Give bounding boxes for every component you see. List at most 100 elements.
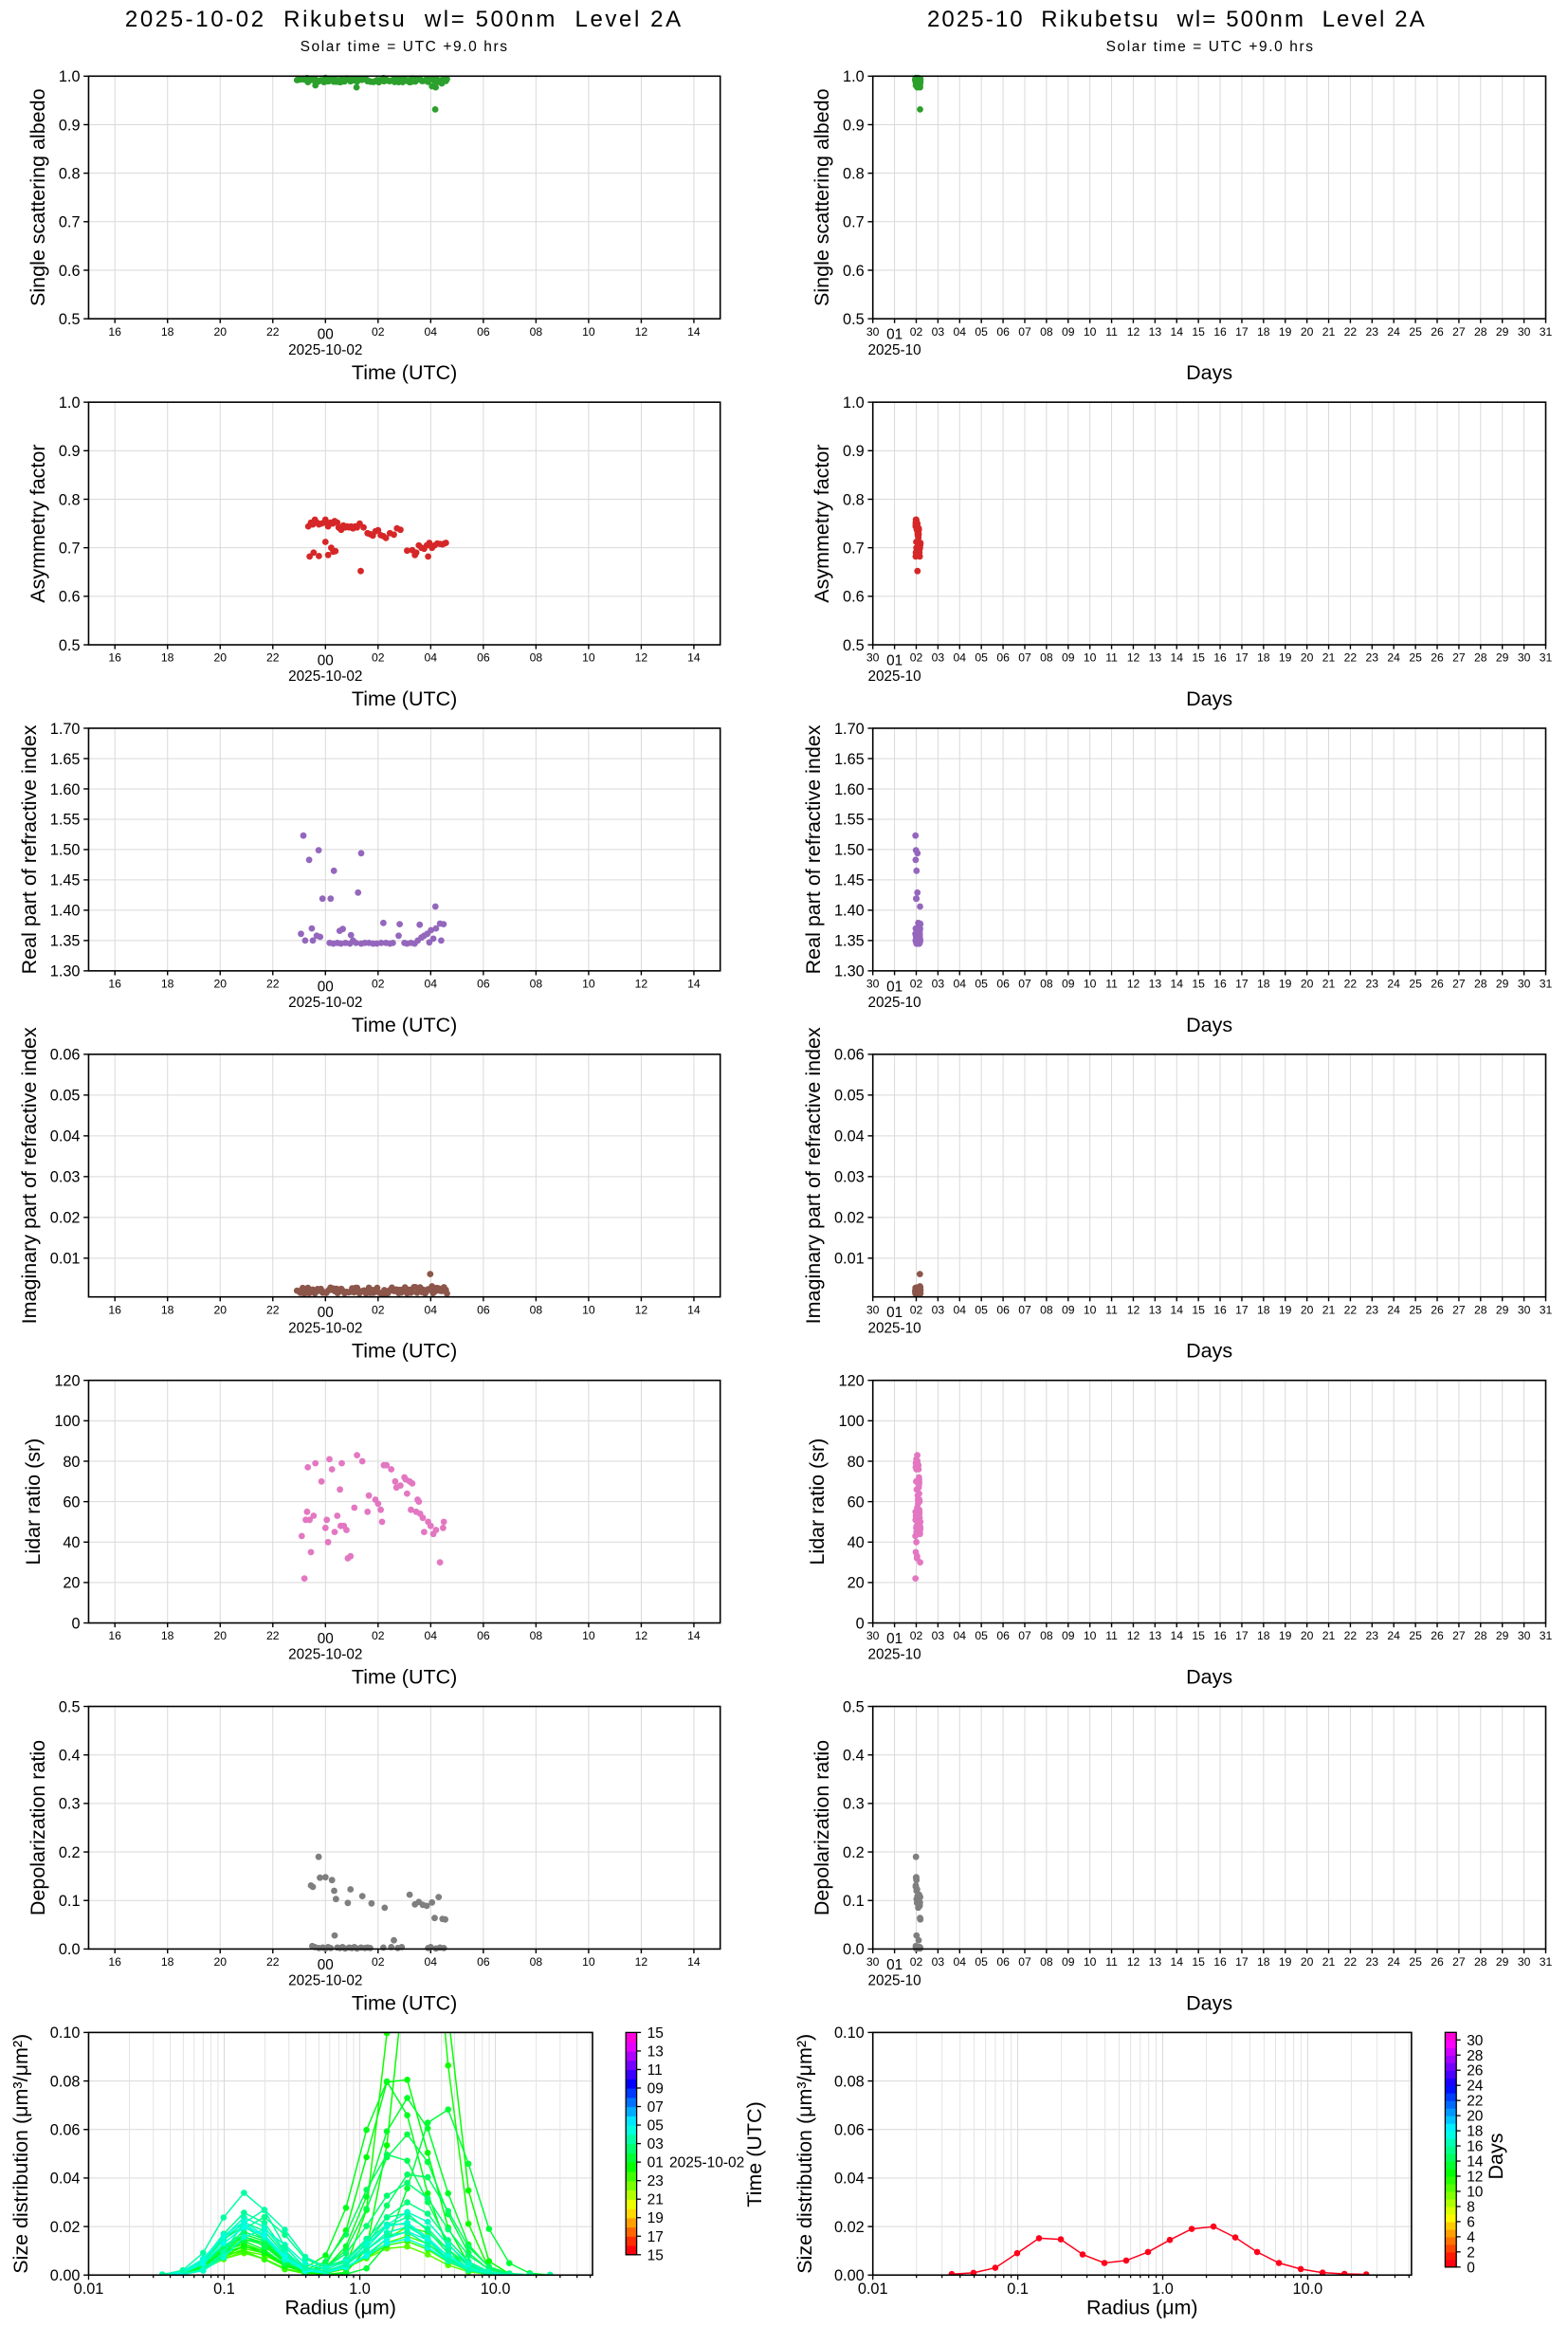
svg-text:1.0: 1.0	[1152, 2281, 1174, 2298]
svg-text:0.5: 0.5	[59, 637, 81, 654]
svg-text:20: 20	[214, 978, 228, 991]
svg-text:28: 28	[1474, 978, 1487, 991]
svg-text:12: 12	[635, 1629, 648, 1642]
svg-text:18: 18	[161, 325, 174, 339]
svg-text:2025-10-02: 2025-10-02	[288, 1972, 362, 1988]
svg-text:1.45: 1.45	[834, 872, 865, 889]
svg-text:0.02: 0.02	[50, 2219, 81, 2236]
svg-text:07: 07	[1018, 651, 1031, 665]
svg-text:22: 22	[266, 651, 280, 665]
svg-text:1.65: 1.65	[834, 751, 865, 768]
svg-text:1.0: 1.0	[843, 394, 865, 412]
svg-text:22: 22	[1344, 978, 1358, 991]
svg-text:1.50: 1.50	[50, 842, 81, 859]
svg-text:Time (UTC): Time (UTC)	[352, 1991, 457, 2014]
svg-text:0.9: 0.9	[59, 117, 81, 134]
svg-text:05: 05	[975, 1955, 988, 1969]
svg-text:0.06: 0.06	[834, 2122, 865, 2139]
svg-text:22: 22	[266, 978, 280, 991]
svg-text:0.5: 0.5	[843, 637, 865, 654]
svg-text:04: 04	[425, 325, 438, 339]
svg-text:01: 01	[886, 1631, 903, 1647]
svg-text:31: 31	[1540, 1629, 1553, 1642]
svg-text:26: 26	[1431, 325, 1444, 339]
svg-text:25: 25	[1409, 325, 1422, 339]
svg-text:03: 03	[932, 978, 945, 991]
svg-text:24: 24	[1387, 978, 1400, 991]
svg-text:18: 18	[1257, 978, 1270, 991]
svg-text:19: 19	[1279, 978, 1292, 991]
svg-text:Days: Days	[1186, 687, 1232, 710]
svg-text:0.8: 0.8	[843, 491, 865, 508]
svg-text:04: 04	[954, 1629, 967, 1642]
svg-text:20: 20	[1301, 978, 1314, 991]
svg-text:18: 18	[161, 1955, 174, 1969]
svg-text:1.0: 1.0	[59, 68, 81, 85]
svg-text:16: 16	[1213, 978, 1227, 991]
svg-text:10: 10	[1084, 1303, 1097, 1316]
svg-text:Single scattering albedo: Single scattering albedo	[27, 88, 49, 306]
svg-text:14: 14	[687, 1303, 701, 1316]
svg-text:Lidar ratio (sr): Lidar ratio (sr)	[22, 1438, 45, 1566]
svg-text:16: 16	[108, 978, 121, 991]
svg-text:20: 20	[1301, 1629, 1314, 1642]
svg-text:12: 12	[1127, 651, 1140, 665]
svg-text:24: 24	[1387, 325, 1400, 339]
svg-text:0.10: 0.10	[834, 2024, 865, 2042]
svg-text:08: 08	[1040, 1303, 1053, 1316]
svg-text:0.6: 0.6	[843, 263, 865, 280]
svg-text:12: 12	[635, 651, 648, 665]
svg-text:24: 24	[1467, 2079, 1484, 2095]
svg-text:14: 14	[1171, 325, 1184, 339]
svg-text:2025-10-02: 2025-10-02	[288, 1321, 362, 1337]
svg-text:30: 30	[1467, 2033, 1484, 2049]
svg-text:31: 31	[1540, 651, 1553, 665]
svg-text:12: 12	[1127, 978, 1140, 991]
svg-text:04: 04	[425, 1629, 438, 1642]
svg-text:0.5: 0.5	[843, 311, 865, 328]
svg-text:10: 10	[1084, 1955, 1097, 1969]
svg-text:10: 10	[1084, 651, 1097, 665]
svg-text:07: 07	[1018, 1955, 1031, 1969]
svg-text:03: 03	[932, 1629, 945, 1642]
svg-text:08: 08	[1040, 651, 1053, 665]
svg-text:05: 05	[975, 978, 988, 991]
svg-text:03: 03	[932, 1955, 945, 1969]
svg-text:29: 29	[1496, 1955, 1509, 1969]
svg-text:24: 24	[1387, 651, 1400, 665]
svg-text:Days: Days	[1186, 1340, 1232, 1363]
svg-text:2025-10: 2025-10	[868, 995, 921, 1011]
svg-text:29: 29	[1496, 325, 1509, 339]
svg-text:23: 23	[647, 2173, 664, 2189]
svg-text:0.02: 0.02	[50, 1210, 81, 1227]
svg-text:0.3: 0.3	[843, 1796, 865, 1813]
svg-text:17: 17	[1235, 651, 1249, 665]
svg-text:11: 11	[1105, 1629, 1118, 1642]
svg-text:31: 31	[1540, 1955, 1553, 1969]
svg-text:0.5: 0.5	[59, 1698, 81, 1715]
svg-text:Time (UTC): Time (UTC)	[352, 1666, 457, 1689]
svg-text:18: 18	[161, 978, 174, 991]
svg-text:11: 11	[1105, 325, 1118, 339]
svg-text:09: 09	[1062, 325, 1075, 339]
svg-text:02: 02	[372, 651, 385, 665]
svg-text:14: 14	[1467, 2154, 1484, 2171]
svg-text:0.2: 0.2	[843, 1844, 865, 1861]
svg-text:0.5: 0.5	[843, 1698, 865, 1715]
svg-text:06: 06	[996, 1955, 1010, 1969]
svg-text:0: 0	[856, 1615, 865, 1632]
svg-text:0.01: 0.01	[74, 2281, 104, 2298]
svg-text:21: 21	[1322, 1955, 1336, 1969]
svg-text:28: 28	[1474, 325, 1487, 339]
svg-text:10: 10	[1084, 1629, 1097, 1642]
svg-text:1.0: 1.0	[843, 68, 865, 85]
svg-text:14: 14	[1171, 1303, 1184, 1316]
svg-text:14: 14	[687, 978, 701, 991]
svg-text:22: 22	[266, 1955, 280, 1969]
svg-text:08: 08	[530, 1629, 543, 1642]
svg-text:0.06: 0.06	[50, 2122, 81, 2139]
svg-text:23: 23	[1366, 978, 1379, 991]
svg-text:16: 16	[108, 1955, 121, 1969]
svg-text:2025-10-02: 2025-10-02	[288, 1647, 362, 1663]
svg-text:08: 08	[530, 1955, 543, 1969]
